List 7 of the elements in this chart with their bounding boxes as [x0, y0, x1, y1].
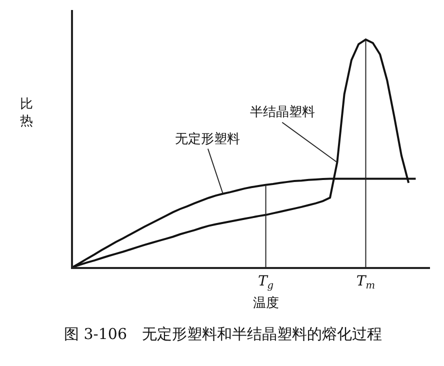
text: 无定形塑料 [175, 131, 240, 147]
x-tick-label: T$_{g}$ [258, 274, 274, 292]
x-axis-title: 温度 [253, 295, 279, 311]
text: 半结晶塑料 [250, 104, 315, 120]
text: 图 3-106 无定形塑料和半结晶塑料的熔化过程 [64, 325, 382, 343]
y-axis-title: 比热 [20, 97, 33, 129]
x-tick-label: T$_{m}$ [356, 274, 376, 292]
